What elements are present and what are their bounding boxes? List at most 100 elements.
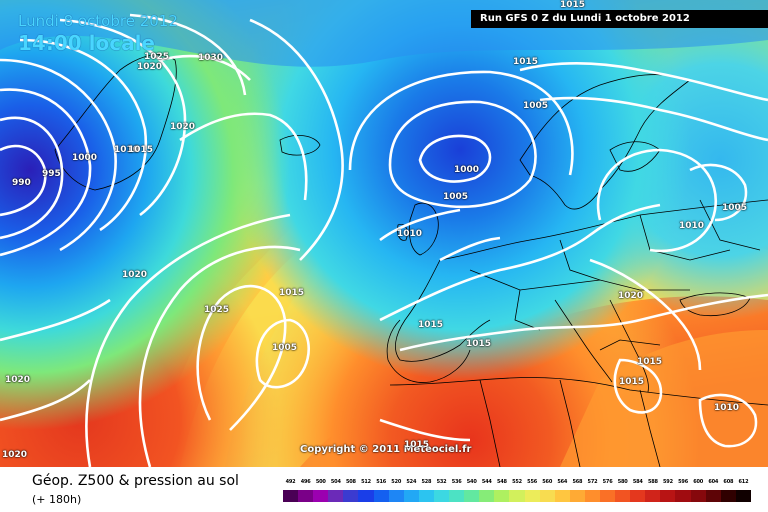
scale-value-label: 580 (617, 479, 628, 485)
scale-value-label: 528 (421, 479, 432, 485)
isobar-label: 1000 (72, 153, 98, 163)
scale-value-label: 520 (391, 479, 402, 485)
isobar-label: 1020 (122, 270, 148, 280)
isobar-label: 995 (42, 169, 61, 179)
forecast-date: Lundi 8 octobre 2012 (18, 12, 178, 30)
copyright-notice: Copyright © 2011 Meteociel.fr (300, 444, 472, 455)
isobar-label: 1015 (418, 320, 444, 330)
scale-swatch (539, 490, 555, 502)
scale-value-label: 588 (647, 479, 658, 485)
scale-swatch (373, 490, 389, 502)
scale-value-label: 504 (330, 479, 341, 485)
scale-swatch (690, 490, 706, 502)
scale-swatch (599, 490, 616, 502)
scale-swatch (660, 490, 676, 502)
isobar-label: 1020 (137, 62, 163, 72)
scale-value-label: 492 (285, 479, 296, 485)
isobar-label: 1020 (170, 122, 196, 132)
isobar-label: 1020 (5, 375, 31, 385)
isobar-label: 1015 (560, 0, 586, 10)
scale-swatch (388, 490, 404, 502)
scale-swatch (298, 490, 314, 502)
isobar-label: 1030 (198, 53, 224, 63)
isobar-label: 1015 (466, 339, 492, 349)
scale-swatch (675, 490, 691, 502)
scale-swatch (328, 490, 344, 502)
scale-swatch (494, 490, 510, 502)
isobar-label: 1005 (443, 192, 469, 202)
isobar-label: 1005 (523, 101, 549, 111)
scale-value-label: 612 (738, 479, 749, 485)
isobar-label: 1025 (204, 305, 230, 315)
isobar-label: 1010 (397, 229, 423, 239)
isobar-label: 1015 (637, 357, 663, 367)
scale-value-label: 572 (587, 479, 598, 485)
legend-subtitle: (+ 180h) (32, 493, 82, 506)
scale-value-label: 532 (436, 479, 447, 485)
isobar-label: 1025 (144, 52, 170, 62)
isobar-label: 1015 (619, 377, 645, 387)
scale-value-label: 552 (512, 479, 522, 485)
isobar-label: 1015 (404, 440, 430, 450)
scale-swatch (358, 490, 374, 502)
scale-swatch (464, 490, 480, 502)
scale-swatch (569, 490, 585, 502)
scale-swatch (645, 490, 661, 502)
scale-swatch (403, 490, 419, 502)
scale-swatch (584, 490, 600, 502)
scale-swatch (449, 490, 465, 502)
scale-value-label: 524 (406, 479, 417, 485)
isobar-label: 990 (12, 178, 31, 188)
legend-title: Géop. Z500 & pression au sol (32, 473, 239, 489)
isobar-label: 1010 (714, 403, 740, 413)
isobar-label: 1000 (454, 165, 480, 175)
scale-value-label: 544 (481, 479, 492, 485)
scale-value-label: 604 (708, 479, 719, 485)
scale-value-label: 608 (723, 479, 734, 485)
scale-swatch (509, 490, 525, 502)
scale-value-label: 576 (602, 479, 613, 485)
scale-value-label: 564 (557, 479, 568, 485)
scale-swatch (735, 490, 751, 502)
scale-value-label: 540 (466, 479, 477, 485)
scale-value-label: 512 (361, 479, 371, 485)
forecast-time: 14:00 locale (18, 31, 155, 55)
scale-value-label: 600 (693, 479, 704, 485)
color-scale-bar (283, 490, 751, 502)
scale-swatch (343, 490, 359, 502)
scale-swatch (720, 490, 736, 502)
isobar-label: 1015 (513, 57, 539, 67)
isobars (0, 13, 768, 467)
scale-value-label: 500 (315, 479, 326, 485)
geopotential-map-graphic (0, 0, 768, 467)
scale-value-label: 596 (678, 479, 688, 485)
isobar-label: 1015 (128, 145, 154, 155)
isobar-label: 1020 (618, 291, 644, 301)
scale-value-label: 568 (572, 479, 583, 485)
scale-value-label: 536 (451, 479, 462, 485)
scale-value-label: 556 (527, 479, 538, 485)
scale-value-label: 592 (663, 479, 673, 485)
scale-swatch (283, 490, 299, 502)
scale-value-label: 560 (542, 479, 553, 485)
scale-value-label: 496 (300, 479, 311, 485)
legend-footer: Géop. Z500 & pression au sol (+ 180h) (0, 467, 768, 512)
isobar-label: 1010 (679, 221, 705, 231)
isobar-label: 1005 (722, 203, 748, 213)
scale-swatch (433, 490, 450, 502)
isobar-label: 1015 (279, 288, 305, 298)
scale-swatch (705, 490, 721, 502)
scale-value-label: 508 (346, 479, 356, 485)
scale-swatch (418, 490, 434, 502)
scale-swatch (615, 490, 631, 502)
scale-swatch (524, 490, 540, 502)
isobar-label: 1010 (114, 145, 140, 155)
scale-swatch (313, 490, 329, 502)
color-scale-labels: 492 496 500 504 508 512 516 520 524 528 532 536 540 5… (283, 479, 751, 489)
scale-value-label: 516 (376, 479, 387, 485)
scale-value-label: 548 (496, 479, 507, 485)
scale-swatch (554, 490, 570, 502)
weather-map: Lundi 8 octobre 2012 14:00 locale Run GF… (0, 0, 768, 467)
isobar-label: 1005 (272, 343, 298, 353)
scale-swatch (479, 490, 495, 502)
